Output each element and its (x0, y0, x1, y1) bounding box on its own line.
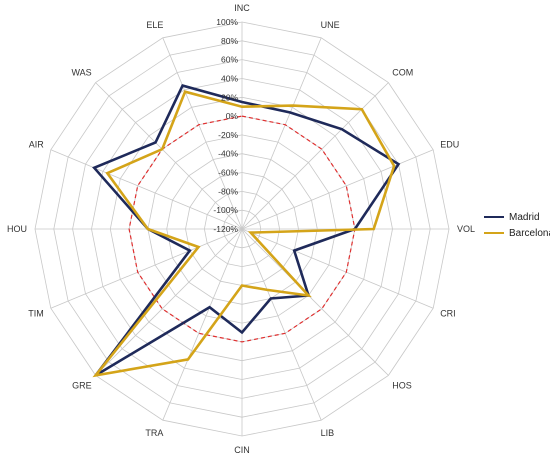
grid-spoke (50, 228, 243, 309)
grid-spoke (50, 149, 243, 230)
grid-spoke (241, 82, 389, 230)
grid-spoke (162, 37, 243, 230)
tick-label: -60% (218, 168, 238, 178)
axis-label-ele: ELE (146, 20, 163, 30)
legend-swatch-madrid (484, 216, 504, 218)
series-line-madrid (92, 84, 401, 377)
tick-label: -100% (213, 205, 238, 215)
grid-spoke (241, 37, 322, 230)
grid-spoke (241, 149, 434, 230)
grid-spoke (162, 228, 243, 421)
tick-label: 80% (221, 36, 238, 46)
grid-spoke (241, 228, 322, 421)
tick-label: -40% (218, 149, 238, 159)
tick-label: 60% (221, 55, 238, 65)
radar-grid (34, 21, 450, 437)
tick-label: -80% (218, 186, 238, 196)
axis-label-edu: EDU (440, 139, 459, 149)
grid-spoke (241, 228, 434, 309)
legend-item-barcelona: Barcelona (484, 225, 550, 241)
axis-label-inc: INC (234, 3, 250, 13)
series-line-barcelona (92, 90, 396, 378)
tick-label: 20% (221, 92, 238, 102)
axis-label-lib: LIB (321, 428, 335, 438)
tick-label: -120% (213, 224, 238, 234)
axis-label-hos: HOS (392, 380, 412, 390)
legend-label-barcelona: Barcelona (509, 227, 550, 239)
legend: Madrid Barcelona (484, 209, 550, 241)
axis-label-vol: VOL (457, 224, 475, 234)
axis-label-tra: TRA (145, 428, 163, 438)
tick-label: -20% (218, 130, 238, 140)
axis-label-tim: TIM (28, 309, 44, 319)
axis-label-gre: GRE (72, 380, 92, 390)
axis-label-cri: CRI (440, 309, 456, 319)
grid-spoke (95, 228, 243, 376)
axis-label-com: COM (392, 68, 413, 78)
axis-label-air: AIR (29, 139, 45, 149)
grid-spoke (95, 82, 243, 230)
tick-labels: 100% 80% 60% 40% 20% 0% -20% -40% -60% -80% -100% -… (213, 17, 238, 234)
series-layer (92, 84, 401, 378)
tick-label: 100% (216, 17, 238, 27)
axis-label-cin: CIN (234, 445, 250, 455)
reference-line (128, 115, 356, 343)
tick-label: 40% (221, 74, 238, 84)
axis-label-was: WAS (72, 68, 92, 78)
legend-swatch-barcelona (484, 232, 504, 234)
axis-label-hou: HOU (7, 224, 27, 234)
tick-label: 0% (226, 111, 239, 121)
axis-label-une: UNE (321, 20, 340, 30)
grid-spoke (241, 228, 389, 376)
reference-ring-0 (128, 115, 356, 343)
legend-item-madrid: Madrid (484, 209, 550, 225)
legend-label-madrid: Madrid (509, 211, 540, 223)
axis-labels: INC UNE COM EDU VOL CRI HOS LIB CIN TRA GRE TIM HOU A… (7, 3, 475, 455)
